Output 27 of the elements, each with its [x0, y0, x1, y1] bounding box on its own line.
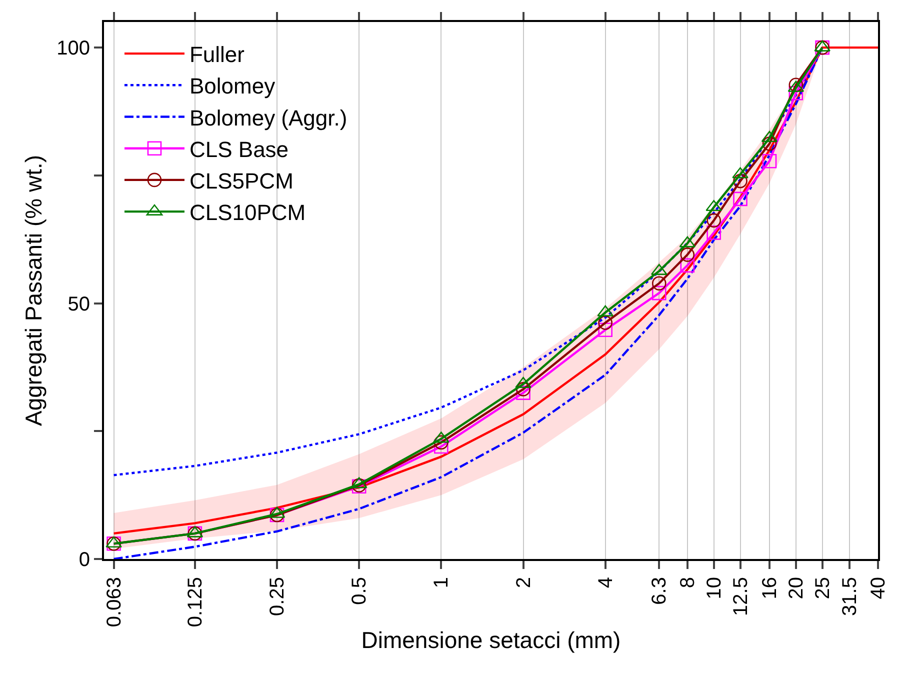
legend-label: Bolomey (Aggr.)	[189, 105, 348, 130]
legend-label: Fuller	[189, 42, 244, 68]
x-tick-label: 6.3	[648, 577, 671, 605]
x-tick-label: 20	[785, 577, 808, 600]
y-axis-title: Aggregati Passanti (% wt.)	[20, 154, 47, 426]
legend-label: CLS Base	[189, 136, 289, 162]
x-tick-label: 40	[868, 577, 890, 600]
x-tick-label: 16	[759, 577, 781, 600]
x-tick-label: 0.125	[184, 577, 206, 628]
x-tick-label: 2	[512, 577, 535, 588]
x-tick-label: 4	[594, 577, 617, 588]
x-tick-label: 12.5	[730, 577, 752, 616]
legend-label: CLS10PCM	[189, 200, 306, 226]
y-tick-label: 50	[68, 293, 90, 316]
legend-label: Bolomey	[189, 74, 276, 99]
x-tick-label: 0.5	[348, 577, 371, 605]
x-tick-label: 31.5	[839, 577, 862, 616]
x-tick-label: 25	[812, 577, 834, 600]
y-tick-label: 0	[78, 549, 90, 571]
legend-label: CLS5PCM	[189, 168, 294, 194]
y-tick-label: 100	[56, 38, 90, 60]
x-axis-title: Dimensione setacci (mm)	[361, 627, 621, 654]
x-tick-label: 0.25	[266, 577, 289, 616]
x-tick-label: 1	[430, 577, 453, 588]
x-tick-label: 8	[676, 577, 699, 588]
x-tick-label: 0.063	[103, 577, 126, 628]
x-tick-label: 10	[703, 577, 726, 600]
